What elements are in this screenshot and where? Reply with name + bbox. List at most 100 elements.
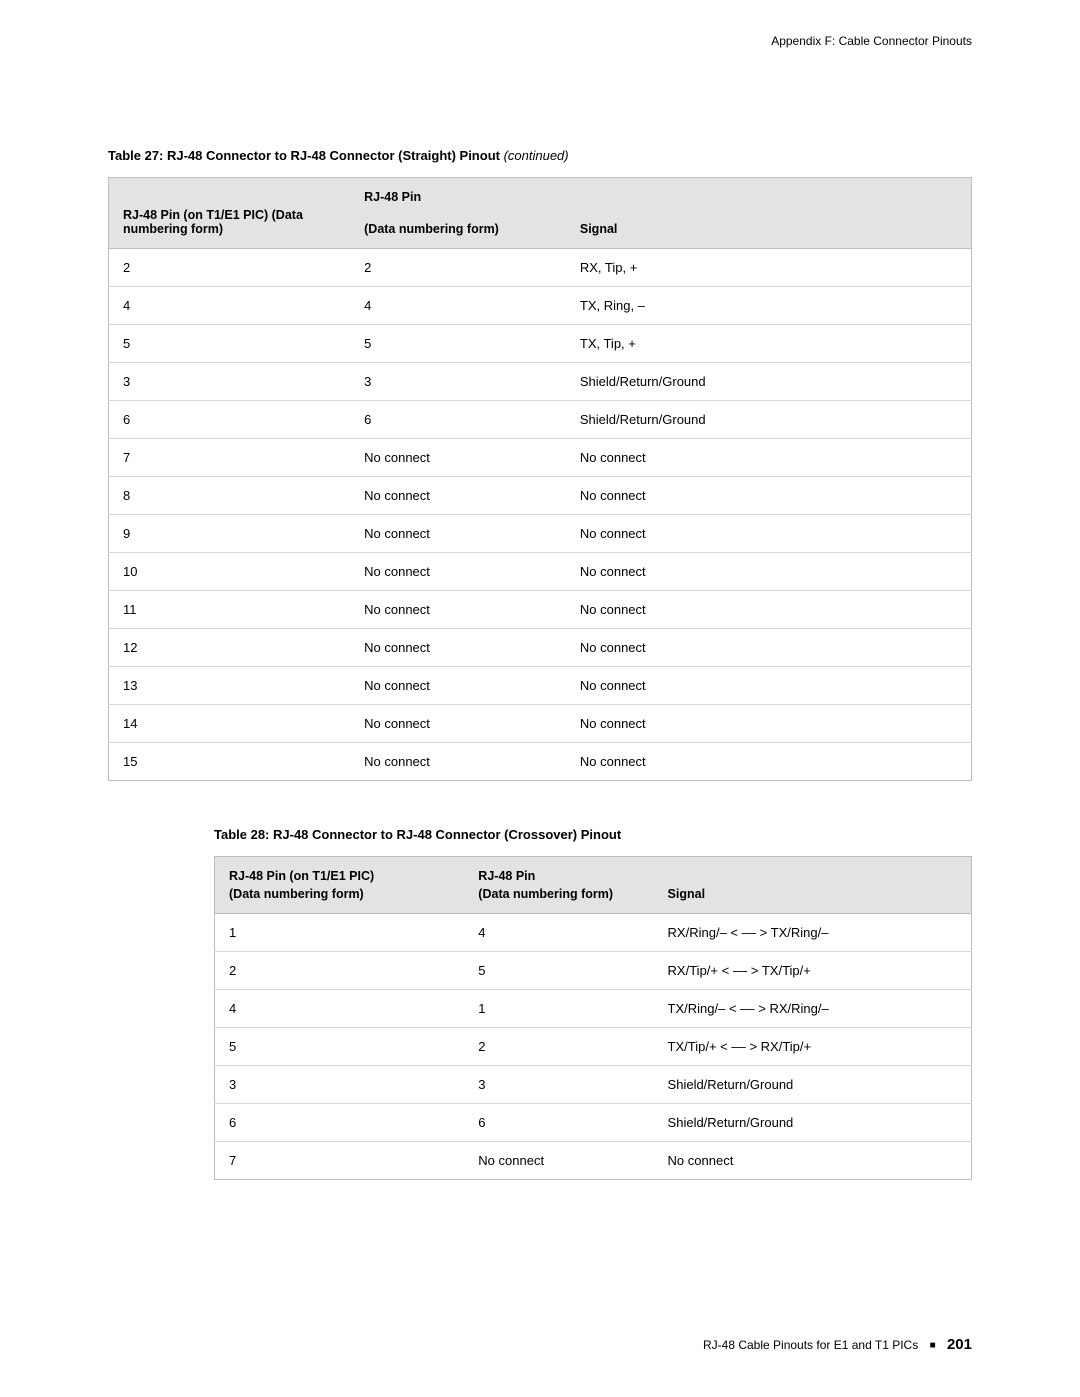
table27: RJ-48 Pin RJ-48 Pin (on T1/E1 PIC) (Data…: [108, 177, 972, 781]
table27-caption: Table 27: RJ-48 Connector to RJ-48 Conne…: [108, 148, 972, 163]
table-cell: No connect: [566, 477, 972, 515]
page-header-appendix: Appendix F: Cable Connector Pinouts: [108, 34, 972, 48]
table-cell: 1: [215, 914, 465, 952]
table-cell: No connect: [566, 515, 972, 553]
table-cell: 4: [350, 287, 566, 325]
table28-caption: Table 28: RJ-48 Connector to RJ-48 Conne…: [214, 827, 972, 842]
table28-head-col2: (Data numbering form): [464, 885, 653, 914]
table-cell: RX, Tip, +: [566, 249, 972, 287]
table-cell: No connect: [350, 477, 566, 515]
table-row: 10No connectNo connect: [109, 553, 972, 591]
table-cell: TX/Ring/– < –– > RX/Ring/–: [654, 990, 972, 1028]
table28: RJ-48 Pin (on T1/E1 PIC) RJ-48 Pin (Data…: [214, 856, 972, 1180]
table27-caption-main: Table 27: RJ-48 Connector to RJ-48 Conne…: [108, 148, 504, 163]
table-row: 44TX, Ring, –: [109, 287, 972, 325]
table-row: 9No connectNo connect: [109, 515, 972, 553]
table-cell: 4: [215, 990, 465, 1028]
table27-head-top-col2: RJ-48 Pin: [350, 178, 566, 207]
table-cell: Shield/Return/Ground: [566, 401, 972, 439]
table-row: 7No connectNo connect: [215, 1142, 972, 1180]
table-cell: 4: [109, 287, 351, 325]
table27-head-empty2: [566, 178, 972, 207]
table-cell: TX/Tip/+ < –– > RX/Tip/+: [654, 1028, 972, 1066]
table-row: 13No connectNo connect: [109, 667, 972, 705]
table-cell: 3: [464, 1066, 653, 1104]
table-cell: No connect: [566, 629, 972, 667]
table-cell: No connect: [350, 743, 566, 781]
table-cell: 6: [215, 1104, 465, 1142]
table-cell: RX/Tip/+ < –– > TX/Tip/+: [654, 952, 972, 990]
table-cell: 5: [215, 1028, 465, 1066]
table-row: 22RX, Tip, +: [109, 249, 972, 287]
table-cell: 13: [109, 667, 351, 705]
table-cell: 15: [109, 743, 351, 781]
table-row: 33Shield/Return/Ground: [109, 363, 972, 401]
table-row: 66Shield/Return/Ground: [109, 401, 972, 439]
table27-head-col1: RJ-48 Pin (on T1/E1 PIC) (Data numbering…: [109, 206, 351, 249]
table-row: 25RX/Tip/+ < –– > TX/Tip/+: [215, 952, 972, 990]
table-row: 8No connectNo connect: [109, 477, 972, 515]
table-cell: 2: [350, 249, 566, 287]
table-cell: 6: [464, 1104, 653, 1142]
table-cell: 3: [215, 1066, 465, 1104]
table-cell: No connect: [566, 439, 972, 477]
table-cell: 7: [109, 439, 351, 477]
table-cell: 2: [109, 249, 351, 287]
table-row: 11No connectNo connect: [109, 591, 972, 629]
footer-text: RJ-48 Cable Pinouts for E1 and T1 PICs: [703, 1338, 918, 1352]
table-cell: 10: [109, 553, 351, 591]
table-row: 14No connectNo connect: [109, 705, 972, 743]
table28-head-col3: Signal: [654, 885, 972, 914]
table-row: 14RX/Ring/– < –– > TX/Ring/–: [215, 914, 972, 952]
table-cell: No connect: [350, 705, 566, 743]
table-cell: Shield/Return/Ground: [654, 1104, 972, 1142]
table-cell: Shield/Return/Ground: [566, 363, 972, 401]
table-row: 66Shield/Return/Ground: [215, 1104, 972, 1142]
table-cell: 2: [215, 952, 465, 990]
table-cell: TX, Ring, –: [566, 287, 972, 325]
table-cell: No connect: [350, 667, 566, 705]
table-cell: 6: [350, 401, 566, 439]
table-cell: 14: [109, 705, 351, 743]
table-row: 52TX/Tip/+ < –– > RX/Tip/+: [215, 1028, 972, 1066]
table-cell: 11: [109, 591, 351, 629]
table-cell: 1: [464, 990, 653, 1028]
table-cell: 5: [464, 952, 653, 990]
table-cell: 5: [109, 325, 351, 363]
table-cell: 8: [109, 477, 351, 515]
table-cell: No connect: [566, 743, 972, 781]
table-cell: No connect: [464, 1142, 653, 1180]
table-cell: 9: [109, 515, 351, 553]
table-cell: 5: [350, 325, 566, 363]
table27-caption-continued: (continued): [504, 148, 569, 163]
table-cell: 7: [215, 1142, 465, 1180]
table-cell: No connect: [566, 553, 972, 591]
table-row: 33Shield/Return/Ground: [215, 1066, 972, 1104]
page-footer: RJ-48 Cable Pinouts for E1 and T1 PICs ■…: [703, 1336, 972, 1353]
table-cell: 12: [109, 629, 351, 667]
table-cell: No connect: [350, 439, 566, 477]
table-cell: RX/Ring/– < –– > TX/Ring/–: [654, 914, 972, 952]
table-cell: No connect: [566, 667, 972, 705]
table28-head-empty: [654, 857, 972, 886]
footer-bullet-icon: ■: [930, 1340, 936, 1351]
table27-head-col3: Signal: [566, 206, 972, 249]
table-cell: No connect: [350, 553, 566, 591]
table-cell: Shield/Return/Ground: [654, 1066, 972, 1104]
table-row: 15No connectNo connect: [109, 743, 972, 781]
table27-head-empty: [109, 178, 351, 207]
table-row: 41TX/Ring/– < –– > RX/Ring/–: [215, 990, 972, 1028]
table28-head-col1-line1: RJ-48 Pin (on T1/E1 PIC): [215, 857, 465, 886]
table-cell: 6: [109, 401, 351, 439]
table-cell: No connect: [350, 591, 566, 629]
table28-head-col1-line2: (Data numbering form): [215, 885, 465, 914]
table-row: 12No connectNo connect: [109, 629, 972, 667]
table-cell: No connect: [654, 1142, 972, 1180]
table-cell: 3: [350, 363, 566, 401]
table-cell: No connect: [350, 629, 566, 667]
table-row: 55TX, Tip, +: [109, 325, 972, 363]
table-cell: No connect: [350, 515, 566, 553]
table-cell: No connect: [566, 705, 972, 743]
footer-page-number: 201: [947, 1336, 972, 1353]
table-cell: TX, Tip, +: [566, 325, 972, 363]
